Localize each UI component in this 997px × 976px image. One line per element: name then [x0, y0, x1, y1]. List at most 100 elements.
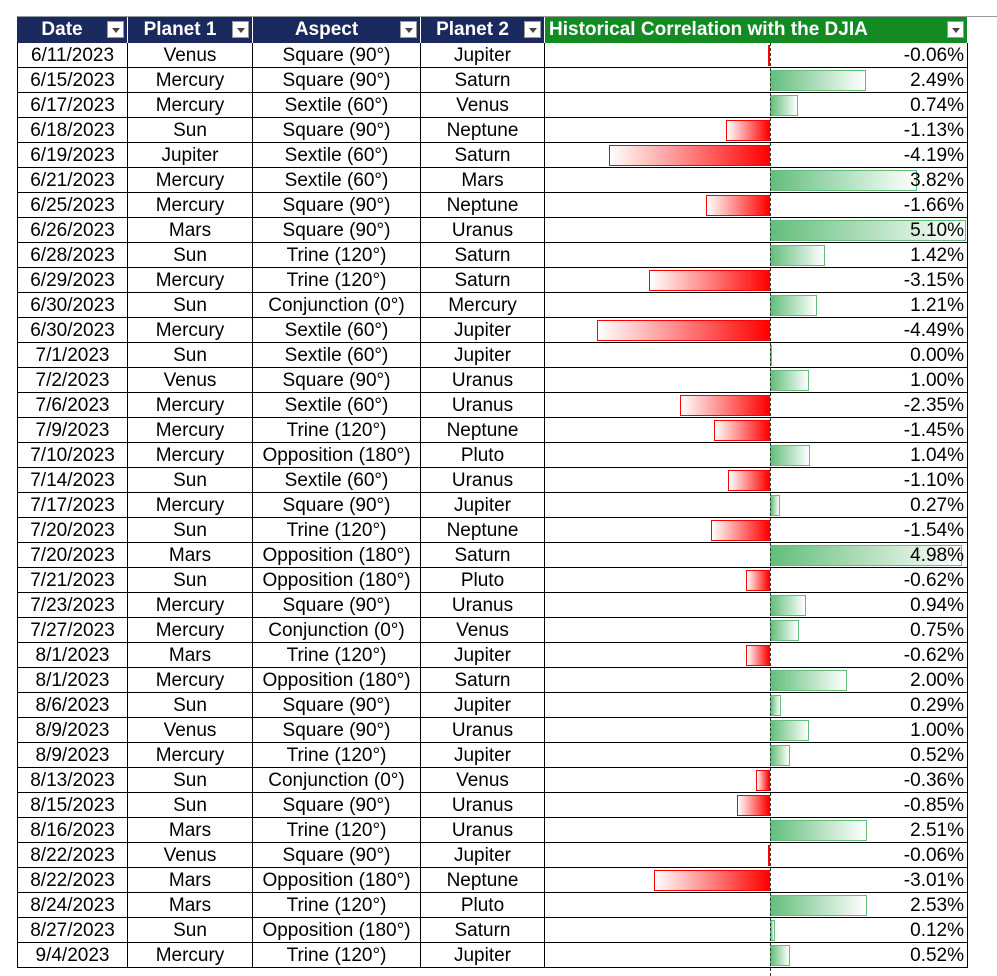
- cell-bg: [545, 718, 968, 743]
- correlation-value: -1.54%: [903, 520, 964, 541]
- cell: Neptune: [421, 193, 545, 218]
- correlation-value: -1.10%: [903, 470, 964, 491]
- correlation-value: 4.98%: [910, 545, 964, 566]
- data-bar: [608, 145, 770, 166]
- data-bar: [654, 870, 770, 891]
- filter-button[interactable]: [107, 21, 124, 38]
- cell: Sun: [128, 518, 253, 543]
- cell: Square (90°): [253, 218, 421, 243]
- correlation-value: 0.29%: [910, 695, 964, 716]
- correlation-value: -1.66%: [903, 195, 964, 216]
- cell-bg: [545, 843, 968, 868]
- cell: Sun: [128, 343, 253, 368]
- cell: Trine (120°): [253, 943, 421, 968]
- column-header: Aspect: [253, 17, 421, 43]
- correlation-value: 2.00%: [910, 670, 964, 691]
- correlation-value: 2.53%: [910, 895, 964, 916]
- cell: Square (90°): [253, 593, 421, 618]
- filter-button[interactable]: [947, 21, 964, 38]
- cell-bg: [545, 143, 968, 168]
- cell: Sun: [128, 793, 253, 818]
- filter-button[interactable]: [400, 21, 417, 38]
- cell-bg: [545, 868, 968, 893]
- cell: 8/13/2023: [17, 768, 128, 793]
- correlation-value: -0.36%: [903, 770, 964, 791]
- cell: Uranus: [421, 393, 545, 418]
- cell: Square (90°): [253, 43, 421, 68]
- cell: Jupiter: [421, 943, 545, 968]
- cell: Jupiter: [421, 493, 545, 518]
- cell: 6/29/2023: [17, 268, 128, 293]
- correlation-value: -4.49%: [903, 320, 964, 341]
- cell-bg: [545, 418, 968, 443]
- cell: 7/17/2023: [17, 493, 128, 518]
- cell: Saturn: [421, 543, 545, 568]
- cell: 6/30/2023: [17, 293, 128, 318]
- cell: Mars: [128, 643, 253, 668]
- cell: Jupiter: [421, 843, 545, 868]
- data-bar: [767, 45, 770, 66]
- correlation-value: 0.52%: [910, 945, 964, 966]
- cell-bg: [545, 918, 968, 943]
- cell: Sextile (60°): [253, 93, 421, 118]
- data-bar: [597, 320, 770, 341]
- cell: Trine (120°): [253, 893, 421, 918]
- cell: Sextile (60°): [253, 168, 421, 193]
- cell: 7/21/2023: [17, 568, 128, 593]
- data-bar: [727, 470, 770, 491]
- cell-bg: [545, 293, 968, 318]
- cell: 7/6/2023: [17, 393, 128, 418]
- cell: Neptune: [421, 518, 545, 543]
- cell: 8/1/2023: [17, 643, 128, 668]
- cell-bg: [545, 68, 968, 93]
- correlation-value: 0.27%: [910, 495, 964, 516]
- cell: Mercury: [128, 268, 253, 293]
- correlation-value: -0.06%: [903, 845, 964, 866]
- cell: 8/27/2023: [17, 918, 128, 943]
- cell: Square (90°): [253, 193, 421, 218]
- correlation-value: -0.06%: [903, 45, 964, 66]
- cell: Opposition (180°): [253, 668, 421, 693]
- cell-bg: [545, 818, 968, 843]
- cell: 6/28/2023: [17, 243, 128, 268]
- cell: Sextile (60°): [253, 318, 421, 343]
- cell: Uranus: [421, 368, 545, 393]
- cell: Mars: [128, 868, 253, 893]
- cell: 7/20/2023: [17, 543, 128, 568]
- cell-bg: [545, 343, 968, 368]
- cell: Sun: [128, 768, 253, 793]
- cell-bg: [545, 693, 968, 718]
- cell: Sun: [128, 118, 253, 143]
- cell: Mercury: [421, 293, 545, 318]
- correlation-value: 0.12%: [910, 920, 964, 941]
- cell-bg: [545, 668, 968, 693]
- cell: 6/15/2023: [17, 68, 128, 93]
- cell: Venus: [421, 93, 545, 118]
- data-bar: [737, 795, 770, 816]
- cell: Sun: [128, 918, 253, 943]
- cell: 8/16/2023: [17, 818, 128, 843]
- cell: Conjunction (0°): [253, 618, 421, 643]
- cell: Neptune: [421, 118, 545, 143]
- cell: Opposition (180°): [253, 443, 421, 468]
- correlation-value: 2.51%: [910, 820, 964, 841]
- cell: 7/9/2023: [17, 418, 128, 443]
- cell: Jupiter: [421, 43, 545, 68]
- column-header: Historical Correlation with the DJIA: [545, 17, 968, 43]
- filter-button[interactable]: [232, 21, 249, 38]
- cell: Jupiter: [421, 693, 545, 718]
- correlation-value: -4.19%: [903, 145, 964, 166]
- cell: Jupiter: [421, 743, 545, 768]
- cell: Square (90°): [253, 693, 421, 718]
- data-bar: [756, 770, 770, 791]
- cell: Mercury: [128, 618, 253, 643]
- cell: Uranus: [421, 593, 545, 618]
- filter-button[interactable]: [524, 21, 541, 38]
- cell: 6/21/2023: [17, 168, 128, 193]
- correlation-value: 1.00%: [910, 370, 964, 391]
- correlation-value: -1.45%: [903, 420, 964, 441]
- data-bar: [706, 195, 770, 216]
- cell: 8/9/2023: [17, 718, 128, 743]
- correlation-value: 0.75%: [910, 620, 964, 641]
- cell-bg: [545, 368, 968, 393]
